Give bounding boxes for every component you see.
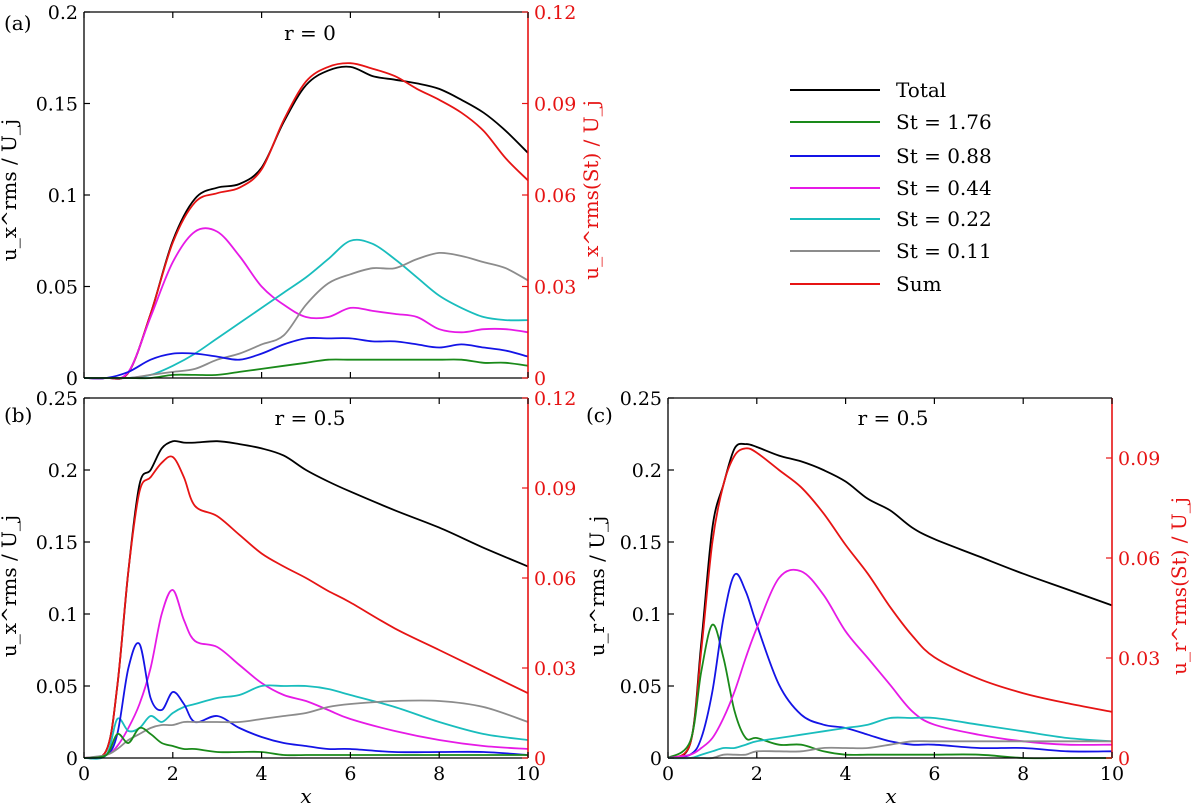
panel-c-ytick-right-label: 0.03 [1118,648,1160,670]
panel-b-ytick-left-label: 0.05 [36,676,78,698]
panel-b-ytick-right-label: 0 [534,748,546,770]
panel-c: (c) r = 0.5 u_r^rms / U_j u_r^rms(St) / … [585,403,1191,808]
panel-c-xtick-label: 2 [751,763,763,785]
panel-c-ytick-left-label: 0.2 [632,460,662,482]
panel-b: (b) r = 0.5 u_x^rms / U_j x [0,403,345,808]
panel-b-tag: (b) [4,403,32,427]
panel-b-ytick-left-label: 0 [66,748,78,770]
panel-c-left-ylabel: u_r^rms / U_j [585,516,609,657]
plots: 00.050.10.150.200.030.060.090.120 2 4 6 8 100… [36,2,1161,785]
panel-a-left-ylabel: u_x^rms / U_j [0,119,21,261]
legend-label-st011: St = 0.11 [896,239,992,263]
panel-a-series-st088 [83,337,529,380]
panel-a-ytick-right-label: 0.12 [534,2,576,24]
panel-a: (a) r = 0 u_x^rms / U_j u_x^rms(St) / U_… [0,11,603,280]
panel-c-ytick-right-label: 0.06 [1118,548,1160,570]
panel-c-series-total [667,442,1113,759]
panel-b-series-st022 [83,684,529,760]
panel-b-xtick-label: 10 [516,763,540,785]
panel-c-ytick-left-label: 0.1 [632,604,662,626]
panel-c-series-st022 [667,716,1113,760]
panel-b-left-ylabel: u_x^rms / U_j [0,515,21,657]
panel-a-series-sum [83,62,529,380]
legend-label-st022: St = 0.22 [896,207,992,231]
panel-b-title: r = 0.5 [275,406,346,430]
panel-b-ytick-right-label: 0.12 [534,388,576,410]
panel-b-ytick-right-label: 0.09 [534,478,576,500]
panel-b-series-sum [83,455,529,760]
panel-c-right-ylabel: u_r^rms(St) / U_j [1167,497,1191,675]
panel-c-xlabel: x [885,784,896,808]
panel-c-series-sum [667,447,1113,759]
panel-b-xtick-label: 0 [78,763,90,785]
panel-b-series-st176 [83,726,528,759]
panel-a-series-st044 [83,227,529,380]
panel-c-series-st088 [667,572,1113,759]
panel-b-series-st088 [83,642,529,759]
legend-label-st044: St = 0.44 [896,176,992,200]
legend-label-st088: St = 0.88 [896,144,992,168]
panel-a-ytick-left-label: 0.1 [48,185,78,207]
panel-c-ytick-left-label: 0.25 [620,388,662,410]
panel-c-ytick-right-label: 0 [1118,748,1130,770]
panel-b-ytick-left-label: 0.2 [48,460,78,482]
panel-b-xtick-label: 8 [433,763,445,785]
panel-c-xtick-label: 10 [1100,763,1124,785]
panel-a-ytick-right-label: 0.09 [534,94,576,116]
panel-b-xlabel: x [300,784,311,808]
panel-c-ytick-right-label: 0.09 [1118,448,1160,470]
legend-label-total: Total [896,78,946,102]
panel-b-plot: 0 2 4 6 8 1000.050.10.150.20.2500.030.060.090… [36,388,577,785]
legend-label-st176: St = 1.76 [896,110,992,134]
panel-b-ytick-left-label: 0.1 [48,604,78,626]
panel-a-series-st011 [83,251,529,380]
panel-a-tag: (a) [4,11,32,35]
panel-b-ytick-right-label: 0.03 [534,658,576,680]
panel-b-xtick-label: 6 [344,763,356,785]
panel-a-ytick-left-label: 0 [66,368,78,390]
panel-c-xtick-label: 8 [1017,763,1029,785]
legend: Total St = 1.76 St = 0.88 St = 0.44 St =… [790,78,992,296]
panel-a-ytick-left-label: 0.15 [36,94,78,116]
panel-b-series-st044 [83,589,529,759]
panel-c-series-st044 [667,568,1113,759]
panel-a-title: r = 0 [284,21,336,45]
panel-c-ytick-left-label: 0 [650,748,662,770]
panel-b-xtick-label: 2 [167,763,179,785]
panel-a-ytick-right-label: 0.06 [534,185,576,207]
panel-c-title: r = 0.5 [858,406,929,430]
panel-a-series-st176 [83,358,529,380]
panel-b-ytick-left-label: 0.25 [36,388,78,410]
panel-a-ytick-left-label: 0.2 [48,2,78,24]
panel-c-xtick-label: 6 [928,763,940,785]
panel-a-plot: 0 0.05 0.1 0.15 0.2 0 0.03 0.06 0.09 0.12 [36,2,577,390]
panel-b-ytick-left-label: 0.15 [36,532,78,554]
panel-c-series-st176 [667,623,1112,760]
panel-b-ytick-right-label: 0.06 [534,568,576,590]
panel-a-ytick-right-label: 0.03 [534,277,576,299]
panel-c-tag: (c) [586,403,613,427]
panel-a-ytick-right-label: 0 [534,368,546,390]
legend-label-sum: Sum [896,272,942,296]
panel-b-series-total [83,440,529,760]
panel-c-ytick-left-label: 0.15 [620,532,662,554]
panel-a-right-ylabel: u_x^rms(St) / U_j [579,100,603,280]
panel-a-ytick-left-label: 0.05 [36,277,78,299]
panel-b-xtick-label: 4 [256,763,268,785]
panel-a-series-st022 [83,238,529,380]
panel-c-xtick-label: 4 [840,763,852,785]
panel-c-ytick-left-label: 0.05 [620,676,662,698]
panel-c-xtick-label: 0 [662,763,674,785]
